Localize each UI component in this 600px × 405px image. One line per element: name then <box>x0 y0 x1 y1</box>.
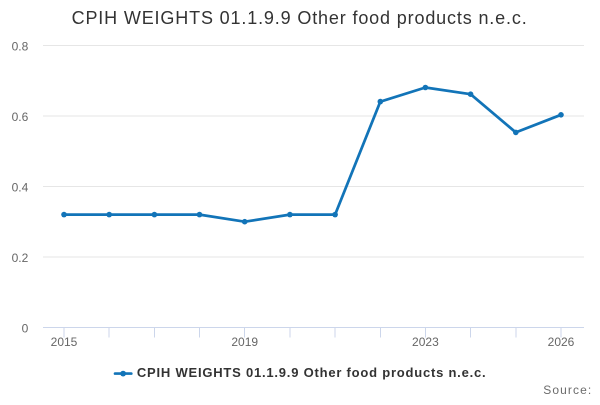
svg-text:0.6: 0.6 <box>12 110 29 124</box>
svg-text:0: 0 <box>22 322 29 336</box>
svg-text:2026: 2026 <box>548 335 575 349</box>
svg-text:2019: 2019 <box>231 335 258 349</box>
svg-text:Source:: Source: <box>543 383 592 397</box>
svg-text:2015: 2015 <box>51 335 78 349</box>
svg-text:0.2: 0.2 <box>12 251 29 265</box>
svg-text:0.4: 0.4 <box>12 181 29 195</box>
svg-text:2023: 2023 <box>412 335 439 349</box>
svg-text:CPIH WEIGHTS 01.1.9.9 Other fo: CPIH WEIGHTS 01.1.9.9 Other food product… <box>137 365 487 380</box>
svg-text:CPIH WEIGHTS 01.1.9.9 Other fo: CPIH WEIGHTS 01.1.9.9 Other food product… <box>72 8 528 28</box>
svg-text:0.8: 0.8 <box>12 40 29 54</box>
